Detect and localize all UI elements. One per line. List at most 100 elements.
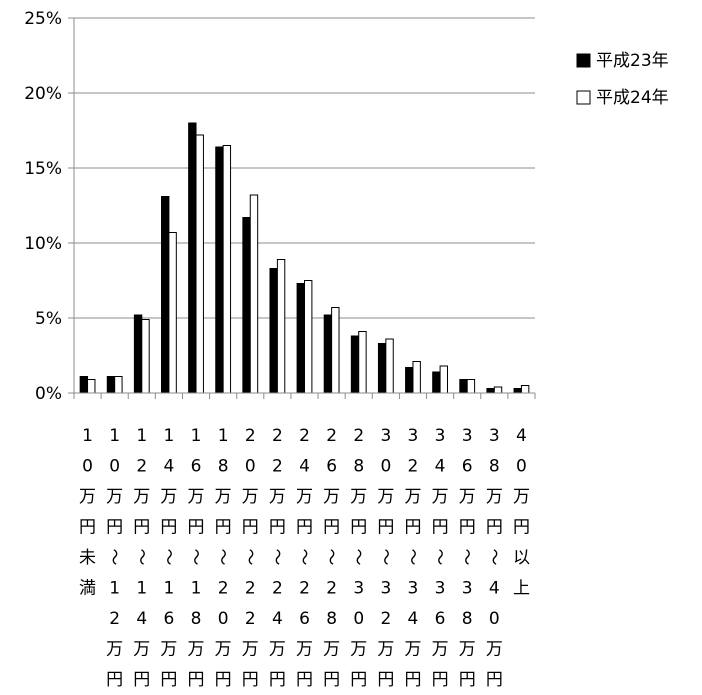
x-tick-label-char: 2 bbox=[326, 426, 337, 446]
x-tick-label-char: 万 bbox=[269, 487, 286, 507]
x-tick-label-char: 以 bbox=[513, 548, 530, 568]
bar bbox=[296, 283, 306, 394]
x-tick-label-char: 8 bbox=[353, 457, 364, 477]
x-tick-label-char: 〜 bbox=[294, 549, 314, 566]
bar bbox=[188, 122, 197, 394]
bar bbox=[168, 232, 177, 394]
x-tick-label-char: 3 bbox=[353, 579, 364, 599]
x-tick-label-char: 3 bbox=[408, 579, 419, 599]
x-tick-label-char: 円 bbox=[459, 518, 476, 538]
x-tick-label-char: 円 bbox=[215, 670, 232, 690]
x-tick-label-char: 4 bbox=[489, 579, 500, 599]
x-tick-label-char: 万 bbox=[323, 487, 340, 507]
bar bbox=[106, 376, 116, 394]
x-tick-label-char: 2 bbox=[353, 426, 364, 446]
x-tick-label-char: 3 bbox=[380, 579, 391, 599]
x-tick-label-char: 未 bbox=[79, 548, 96, 568]
x-tick-label-char: 万 bbox=[350, 640, 367, 660]
x-tick-label-char: 万 bbox=[513, 487, 530, 507]
x-tick-label-char: 万 bbox=[242, 487, 259, 507]
x-tick-label-char: 円 bbox=[404, 518, 421, 538]
x-tick-label-char: 2 bbox=[245, 426, 256, 446]
x-tick-label-char: 2 bbox=[299, 579, 310, 599]
x-tick-label-char: 2 bbox=[136, 457, 147, 477]
x-tick-label-char: 万 bbox=[296, 640, 313, 660]
x-tick-label-char: 万 bbox=[404, 487, 421, 507]
x-tick-label-char: 0 bbox=[489, 609, 500, 629]
y-tick-label: 5% bbox=[35, 309, 62, 329]
x-tick-label-char: 円 bbox=[323, 670, 340, 690]
x-tick-label-char: 6 bbox=[326, 457, 337, 477]
x-tick-label-char: 2 bbox=[245, 579, 256, 599]
x-tick-label-char: 〜 bbox=[212, 549, 232, 566]
y-tick-label: 10% bbox=[24, 234, 62, 254]
bar bbox=[114, 376, 123, 394]
x-tick-label-char: 万 bbox=[160, 487, 177, 507]
x-tick-label-char: 円 bbox=[79, 518, 96, 538]
x-tick-label-char: 万 bbox=[215, 640, 232, 660]
x-tick-label-char: 0 bbox=[380, 457, 391, 477]
x-tick-label-char: 万 bbox=[106, 640, 123, 660]
x-tick-label-char: 2 bbox=[245, 609, 256, 629]
legend-swatch bbox=[576, 90, 591, 105]
x-tick-label-char: 円 bbox=[269, 670, 286, 690]
legend-label: 平成23年 bbox=[596, 51, 669, 71]
x-tick-label-char: 万 bbox=[323, 640, 340, 660]
x-tick-label-char: 万 bbox=[486, 487, 503, 507]
x-tick-label-char: 1 bbox=[163, 579, 174, 599]
x-tick-label-char: 2 bbox=[380, 609, 391, 629]
x-tick-label-char: 1 bbox=[109, 579, 120, 599]
gridlines bbox=[74, 17, 535, 319]
bar bbox=[195, 134, 204, 394]
x-tick-label-char: 万 bbox=[79, 487, 96, 507]
x-tick-label-char: 万 bbox=[188, 640, 205, 660]
x-tick-label-char: 万 bbox=[160, 640, 177, 660]
x-tick-label-char: 2 bbox=[326, 579, 337, 599]
y-tick-label: 25% bbox=[24, 9, 62, 29]
x-tick-label-char: 円 bbox=[242, 670, 259, 690]
bar bbox=[249, 194, 259, 394]
x-tick-label-char: 3 bbox=[489, 426, 500, 446]
bar bbox=[350, 335, 360, 394]
x-tick-label-char: 2 bbox=[299, 426, 310, 446]
x-tick-label-char: 万 bbox=[215, 487, 232, 507]
bar bbox=[323, 314, 333, 394]
y-tick-label: 0% bbox=[35, 384, 62, 404]
x-tick-label-char: 〜 bbox=[483, 549, 503, 566]
x-tick-label-char: 4 bbox=[163, 457, 174, 477]
bar bbox=[385, 338, 394, 394]
x-tick-label-char: 4 bbox=[272, 609, 283, 629]
x-tick-label-char: 円 bbox=[160, 518, 177, 538]
x-tick-label-char: 3 bbox=[462, 426, 473, 446]
x-tick-label-char: 万 bbox=[377, 487, 394, 507]
x-tick-label-char: 円 bbox=[486, 518, 503, 538]
bar bbox=[358, 331, 367, 394]
x-tick-label-char: 円 bbox=[106, 670, 123, 690]
bar bbox=[513, 388, 522, 394]
x-tick-label-char: 0 bbox=[516, 457, 527, 477]
x-tick-label-char: 6 bbox=[462, 457, 473, 477]
bar bbox=[432, 371, 441, 394]
x-tick-label-char: 上 bbox=[513, 579, 530, 599]
x-tick-label-char: 0 bbox=[82, 457, 93, 477]
x-tick-label-char: 満 bbox=[79, 579, 96, 599]
bar bbox=[269, 268, 278, 394]
x-tick-label-char: 8 bbox=[218, 457, 229, 477]
x-tick-label-char: 2 bbox=[408, 457, 419, 477]
x-tick-label-char: 円 bbox=[188, 670, 205, 690]
x-tick-label-char: 〜 bbox=[266, 549, 286, 566]
x-tick-label-char: 1 bbox=[191, 579, 202, 599]
x-tick-label-char: 万 bbox=[432, 640, 449, 660]
x-tick-label-char: 円 bbox=[160, 670, 177, 690]
x-tick-label-char: 1 bbox=[136, 579, 147, 599]
x-tick-label-char: 万 bbox=[432, 487, 449, 507]
x-tick-label-char: 万 bbox=[269, 640, 286, 660]
x-tick-label-char: 3 bbox=[462, 579, 473, 599]
x-tick-label-char: 万 bbox=[133, 640, 150, 660]
x-tick-label-char: 円 bbox=[377, 670, 394, 690]
x-tick-label-char: 〜 bbox=[402, 549, 422, 566]
x-tick-label-char: 〜 bbox=[321, 549, 341, 566]
x-tick-label-char: 〜 bbox=[131, 549, 151, 566]
x-tick-label-char: 円 bbox=[350, 670, 367, 690]
